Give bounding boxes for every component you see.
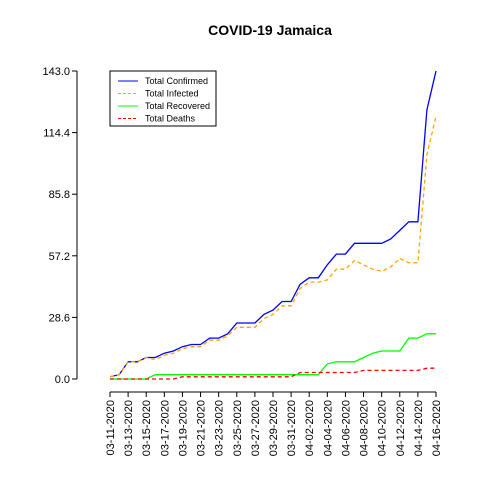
x-tick-label: 03-13-2020 [123, 400, 135, 456]
series-line-total-recovered [110, 333, 436, 380]
y-tick-label: 143.0 [42, 66, 70, 78]
x-tick-label: 04-16-2020 [431, 400, 443, 456]
x-tick-label: 04-06-2020 [340, 400, 352, 456]
legend-label: Total Recovered [145, 101, 210, 111]
series-line-total-infected [109, 116, 437, 378]
y-tick-label: 85.8 [49, 189, 70, 201]
x-tick-label: 03-21-2020 [196, 400, 208, 456]
x-tick-label: 04-12-2020 [395, 400, 407, 456]
x-tick-label: 03-27-2020 [250, 400, 262, 456]
x-tick-label: 03-31-2020 [286, 400, 298, 456]
axes: 0.0 28.6 57.2 85.8 114.4 143.0 03-11-2020 03-13… [42, 66, 443, 456]
series-lines [109, 70, 437, 380]
chart-title: COVID-19 Jamaica [208, 22, 332, 38]
series-line-total-confirmed [109, 70, 437, 378]
x-tick-label: 04-10-2020 [377, 400, 389, 456]
y-tick-label: 28.6 [49, 312, 70, 324]
legend: Total Confirmed Total Infected Total Recov… [109, 70, 217, 127]
x-tick-label: 03-25-2020 [232, 400, 244, 456]
x-tick-label: 03-29-2020 [268, 400, 280, 456]
x-tick-label: 03-15-2020 [141, 400, 153, 456]
x-tick-label: 03-23-2020 [214, 400, 226, 456]
x-tick-label: 04-08-2020 [359, 400, 371, 456]
y-tick-label: 57.2 [49, 251, 70, 263]
x-tick-label: 03-19-2020 [177, 400, 189, 456]
x-tick-label: 04-04-2020 [322, 400, 334, 456]
x-tick-label: 03-11-2020 [105, 400, 117, 455]
legend-label: Total Confirmed [145, 76, 208, 86]
legend-label: Total Deaths [145, 114, 196, 124]
legend-box [109, 70, 217, 127]
x-tick-label: 04-02-2020 [304, 400, 316, 456]
x-tick-label: 04-14-2020 [413, 400, 425, 456]
series-line-total-deaths [110, 367, 436, 380]
y-tick-label: 114.4 [43, 128, 70, 140]
legend-label: Total Infected [145, 89, 199, 99]
y-tick-label: 0.0 [55, 374, 70, 386]
x-tick-label: 03-17-2020 [159, 400, 171, 456]
